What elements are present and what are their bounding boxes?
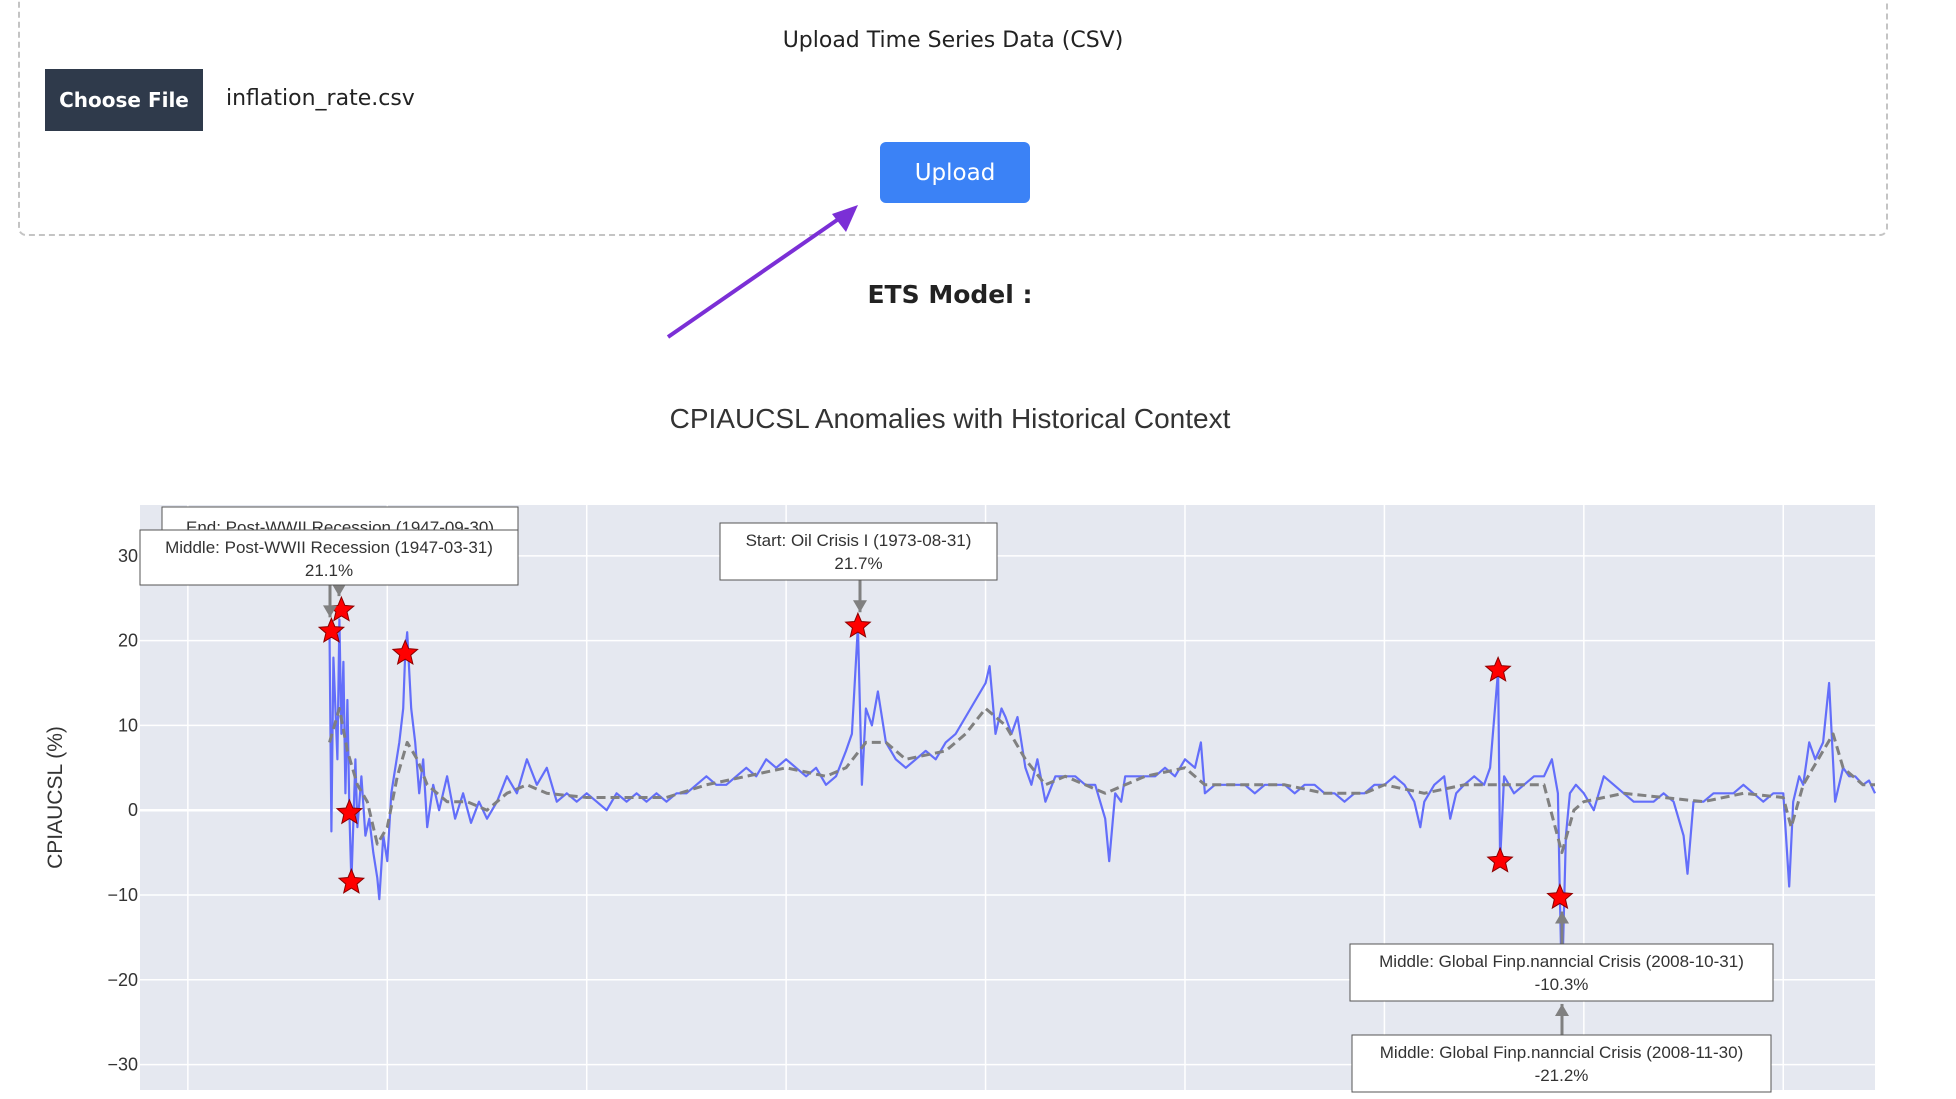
model-heading: ETS Model : [867,280,1033,309]
x-tick-label: 1970 [766,1096,806,1099]
annotation-text: Middle: Global Finp.nanncial Crisis (200… [1379,952,1744,971]
x-tick-label: 1980 [966,1096,1006,1099]
upload-button[interactable]: Upload [880,142,1030,203]
annotation-box [139,529,519,586]
annotation-arrowhead-icon [323,605,337,618]
x-tick-label: 1940 [168,1096,208,1099]
x-tick-label: 1960 [567,1096,607,1099]
y-tick-label: −30 [107,1055,138,1075]
annotation: Middle: Global Finp.nanncial Crisis (200… [1351,1003,1772,1093]
y-tick-label: 20 [118,631,138,651]
annotation-value: 21.1% [305,561,353,580]
anomaly-star-icon [1546,883,1574,910]
y-tick-label: 10 [118,715,138,735]
annotation-text: Middle: Post-WWII Recession (1947-03-31) [165,538,493,557]
annotation-box [1351,1034,1772,1093]
selected-file-name: inflation_rate.csv [226,86,415,111]
annotations: End: Post-WWII Recession (1947-09-30)Mid… [139,506,1774,1093]
choose-file-button[interactable]: Choose File [45,69,203,131]
y-axis-label: CPIAUCSL (%) [44,726,67,869]
anomaly-star-icon [391,639,419,665]
fitted-series-line [328,707,1875,855]
annotation: Middle: Global Finp.nanncial Crisis (200… [1349,911,1774,1002]
annotation-arrowhead-icon [332,584,346,597]
upload-panel: Upload Time Series Data (CSV) Choose Fil… [18,0,1888,236]
anomaly-star-icon [337,867,366,894]
x-tick-label: 2020 [1763,1096,1803,1099]
anomaly-star-icon [317,616,346,643]
annotation-value: -10.3% [1535,975,1589,994]
anomaly-markers [317,595,1574,910]
anomaly-star-icon [844,611,872,638]
upload-title: Upload Time Series Data (CSV) [782,28,1124,53]
x-tick-label: 2000 [1364,1096,1404,1099]
y-axis-ticks: 30 20 10 0 −10 −20 −30 [107,546,138,1075]
y-tick-label: 30 [118,546,138,566]
annotation-arrowhead-icon [853,600,867,613]
annotation-arrowhead-icon [1555,911,1569,924]
anomaly-star-icon [1484,655,1512,682]
annotation-value: -21.2% [1535,1066,1589,1085]
annotation: Middle: Post-WWII Recession (1947-03-31)… [139,529,519,618]
y-tick-label: −20 [107,970,138,990]
x-tick-label: 1990 [1165,1096,1205,1099]
annotation-box [719,522,998,581]
annotation-text: Start: Oil Crisis I (1973-08-31) [746,531,972,550]
anomaly-star-icon [335,798,364,825]
anomaly-star-icon [1486,846,1514,873]
y-tick-label: 0 [128,800,138,820]
series-layer [328,618,1876,992]
y-tick-label: −10 [107,885,138,905]
chart-title: CPIAUCSL Anomalies with Historical Conte… [669,403,1231,434]
annotation-text: Middle: Global Finp.nanncial Crisis (200… [1380,1043,1743,1062]
annotation-value: 21.7% [834,554,882,573]
annotation-arrowhead-icon [1555,1003,1569,1016]
plot-area [140,505,1875,1090]
annotation: Start: Oil Crisis I (1973-08-31) 21.7% [719,522,998,613]
annotation-box [1349,943,1774,1002]
x-tick-label: 1950 [367,1096,407,1099]
